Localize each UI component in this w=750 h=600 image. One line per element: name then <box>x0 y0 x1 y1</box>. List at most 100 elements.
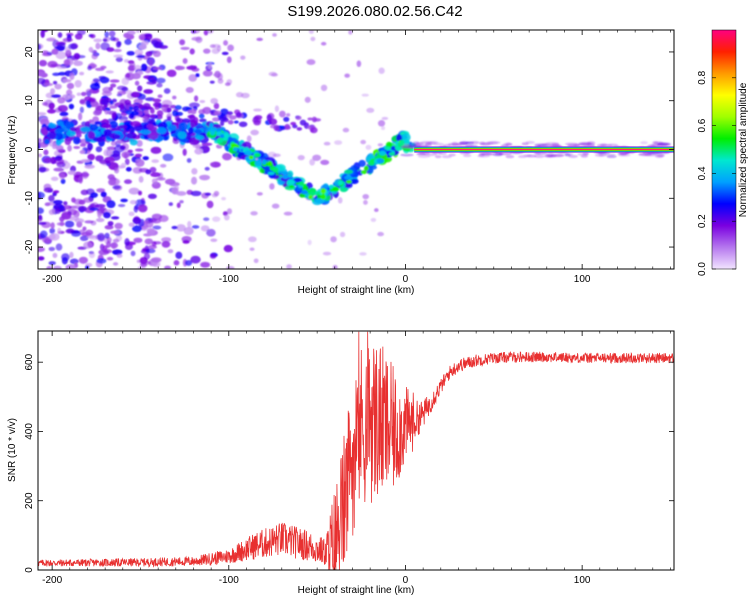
spectrogram-blob <box>374 208 379 213</box>
spectrogram-blob <box>47 109 57 114</box>
spectrogram-blob <box>142 116 149 123</box>
spectrogram-blob <box>272 153 281 158</box>
spectrogram-blob <box>424 143 433 147</box>
spectrogram-blob <box>338 180 344 186</box>
spectrogram-blob <box>90 82 101 91</box>
spectrogram-blob <box>112 98 117 103</box>
spectrogram-blob <box>57 105 68 113</box>
spectrogram-blob <box>300 190 308 195</box>
spectrogram-blob <box>64 220 75 228</box>
spectrogram-blob <box>94 203 106 208</box>
spectrogram-blob <box>199 99 206 104</box>
snr-series-line <box>38 331 674 570</box>
spectrogram-blob <box>235 112 242 118</box>
spectrogram-y-tick-label: -20 <box>24 239 35 254</box>
spectrogram-blob <box>331 186 340 192</box>
spectrogram-blob <box>65 121 75 130</box>
spectrogram-blob <box>84 164 95 169</box>
spectrogram-blob <box>248 155 254 160</box>
spectrogram-blob <box>67 170 76 175</box>
spectrogram-blob <box>77 205 87 212</box>
spectrogram-blobs <box>38 30 673 269</box>
spectrogram-blob <box>57 227 62 235</box>
spectrogram-blob <box>356 60 362 68</box>
spectrogram-blob <box>49 227 56 234</box>
spectrogram-blob <box>339 186 348 193</box>
spectrogram-blob <box>441 155 452 159</box>
spectrogram-blob <box>109 121 118 129</box>
spectrogram-blob <box>240 55 246 60</box>
spectrogram-blob <box>69 251 74 259</box>
spectrogram-blob <box>38 221 47 225</box>
spectrogram-blob <box>113 145 125 153</box>
spectrogram-blob <box>53 167 65 172</box>
spectrogram-blob <box>308 191 316 197</box>
spectrogram-blob <box>88 207 99 211</box>
spectrogram-blob <box>73 136 81 145</box>
spectrogram-blob <box>112 262 119 266</box>
spectrogram-blob <box>146 228 156 236</box>
spectrogram-blob <box>51 48 59 55</box>
spectrogram-blob <box>200 261 211 268</box>
spectrogram-blob <box>62 37 73 43</box>
spectrogram-blob <box>187 220 192 228</box>
spectrogram-blob <box>93 110 102 116</box>
spectrogram-blob <box>350 178 359 185</box>
spectrogram-blob <box>223 244 233 253</box>
spectrogram-blob <box>102 38 108 42</box>
spectrogram-blob <box>306 59 316 66</box>
spectrogram-blob <box>74 218 85 224</box>
spectrogram-blob <box>128 187 140 195</box>
spectrogram-blob <box>82 226 87 231</box>
spectrogram-blob <box>85 265 90 269</box>
spectrogram-blob <box>206 200 214 209</box>
colorbar: 0.0 0.2 0.4 0.6 0.8 Normalized spectral ampl… <box>697 29 749 276</box>
spectrogram-blob <box>596 143 605 147</box>
spectrogram-blob <box>185 132 192 140</box>
spectrogram-blob <box>102 248 113 254</box>
spectrogram-blob <box>176 224 186 232</box>
spectrogram-blob <box>156 110 164 117</box>
spectrogram-blob <box>656 142 670 146</box>
spectrogram-blob <box>151 159 160 164</box>
spectrogram-blob <box>86 104 92 109</box>
spectrogram-blob <box>142 156 149 161</box>
spectrogram-blob <box>143 220 148 225</box>
spectrogram-blob <box>166 107 172 113</box>
spectrogram-blob <box>360 170 367 175</box>
spectrogram-blob <box>168 202 173 206</box>
spectrogram-blob <box>84 220 94 224</box>
spectrogram-blob <box>179 200 184 204</box>
spectrogram-blob <box>132 225 142 233</box>
spectrogram-blob <box>287 170 294 178</box>
spectrogram-blob <box>366 107 375 113</box>
spectrogram-blob <box>175 118 184 124</box>
spectrogram-blob <box>183 227 194 236</box>
spectrogram-blob <box>46 51 54 56</box>
spectrogram-blob <box>177 131 187 140</box>
spectrogram-blob <box>348 30 353 35</box>
spectrogram-blob <box>330 236 337 243</box>
spectrogram-blob <box>96 188 106 193</box>
spectrogram-blob <box>307 239 312 246</box>
spectrogram-blob <box>254 153 261 158</box>
spectrogram-blob <box>286 113 291 117</box>
spectrogram-x-tick-label: 0 <box>403 274 409 285</box>
spectrogram-blob <box>282 170 288 176</box>
spectrogram-blob <box>118 124 128 129</box>
spectrogram-blob <box>182 148 187 156</box>
spectrogram-blob <box>283 211 293 216</box>
spectrogram-blob <box>143 252 151 260</box>
spectrogram-blob <box>213 102 220 110</box>
spectrogram-blob <box>73 60 83 66</box>
spectrogram-blob <box>297 155 305 161</box>
spectrogram-blob <box>131 110 140 116</box>
spectrogram-blob <box>221 196 226 201</box>
spectrogram-blob <box>59 221 65 227</box>
spectrogram-blob <box>246 135 252 143</box>
spectrogram-blob <box>70 127 78 132</box>
spectrogram-blob <box>238 121 248 128</box>
spectrogram-blob <box>143 109 150 115</box>
spectrogram-y-tick-label: -10 <box>24 191 35 206</box>
spectrogram-blob <box>125 73 131 79</box>
